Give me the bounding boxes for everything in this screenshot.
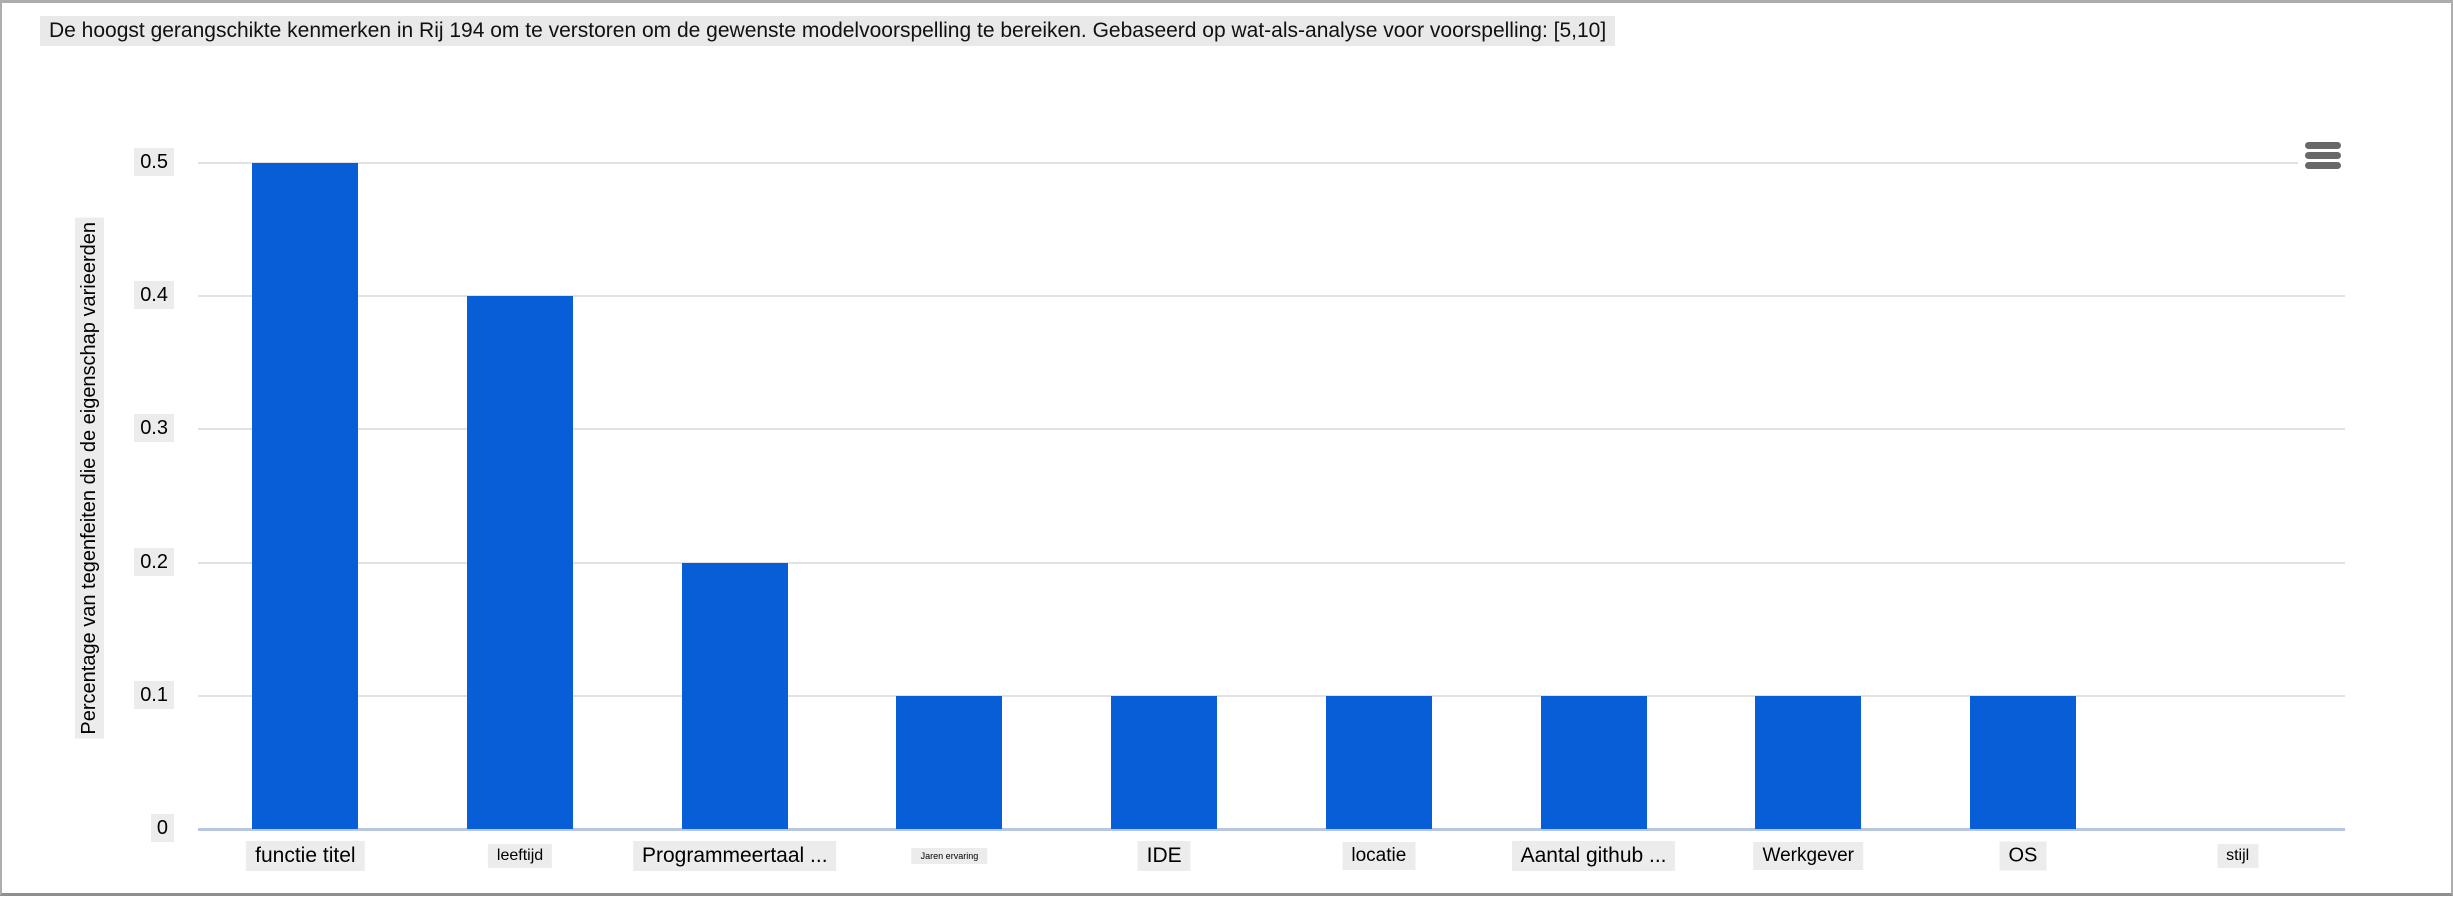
bar[interactable] bbox=[1540, 695, 1647, 829]
x-axis-category-label: Werkgever bbox=[1753, 842, 1864, 870]
x-axis-category-label: OS bbox=[1999, 841, 2047, 871]
bar[interactable] bbox=[1969, 695, 2076, 829]
hamburger-menu-icon[interactable] bbox=[2298, 134, 2348, 177]
menu-bar-bottom bbox=[2305, 162, 2341, 169]
y-tick-label: 0 bbox=[150, 814, 174, 842]
bar[interactable] bbox=[1111, 695, 1218, 829]
bar[interactable] bbox=[1755, 695, 1862, 829]
y-tick-label: 0.4 bbox=[134, 281, 174, 310]
gridline bbox=[198, 561, 2345, 564]
gridline bbox=[198, 428, 2345, 431]
y-tick-label: 0.2 bbox=[134, 547, 174, 576]
x-axis-category-label: Jaren ervaring bbox=[911, 848, 988, 864]
chart-title: De hoogst gerangschikte kenmerken in Rij… bbox=[40, 16, 1616, 46]
bar[interactable] bbox=[681, 562, 788, 829]
gridline bbox=[198, 694, 2345, 697]
bar[interactable] bbox=[467, 296, 574, 829]
menu-bar-middle bbox=[2305, 152, 2341, 159]
y-axis-title: Percentage van tegenfeiten die de eigens… bbox=[74, 217, 104, 739]
y-tick: 0.4 bbox=[2, 281, 174, 310]
bar[interactable] bbox=[896, 695, 1003, 829]
y-tick: 0.3 bbox=[2, 414, 174, 443]
y-axis-title-wrap: Percentage van tegenfeiten die de eigens… bbox=[72, 138, 106, 818]
x-axis-category-label: Aantal github ... bbox=[1511, 841, 1676, 871]
bar[interactable] bbox=[1325, 695, 1432, 829]
plot-area: 0 0.1 0.2 0.3 0.4 0.5 functie titel leeftijd Pro… bbox=[2, 3, 2453, 899]
menu-bar-top bbox=[2305, 142, 2341, 149]
x-axis-category-label: locatie bbox=[1342, 842, 1416, 870]
y-tick: 0 bbox=[2, 814, 174, 842]
gridline bbox=[198, 162, 2345, 164]
y-tick-label: 0.5 bbox=[134, 148, 174, 176]
y-tick-label: 0.1 bbox=[134, 680, 174, 709]
x-axis-line bbox=[198, 828, 2345, 831]
y-tick: 0.2 bbox=[2, 547, 174, 576]
x-axis-category-label: stijl bbox=[2217, 844, 2259, 868]
x-axis-category-label: Programmeertaal ... bbox=[632, 841, 837, 871]
bar[interactable] bbox=[252, 163, 359, 829]
x-axis-category-label: functie titel bbox=[246, 841, 365, 871]
y-tick: 0.1 bbox=[2, 680, 174, 709]
y-tick-label: 0.3 bbox=[134, 414, 174, 443]
y-tick: 0.5 bbox=[2, 148, 174, 176]
x-axis-category-label: IDE bbox=[1137, 841, 1191, 871]
x-axis-category-label: leeftijd bbox=[487, 844, 553, 868]
gridline bbox=[198, 295, 2345, 298]
